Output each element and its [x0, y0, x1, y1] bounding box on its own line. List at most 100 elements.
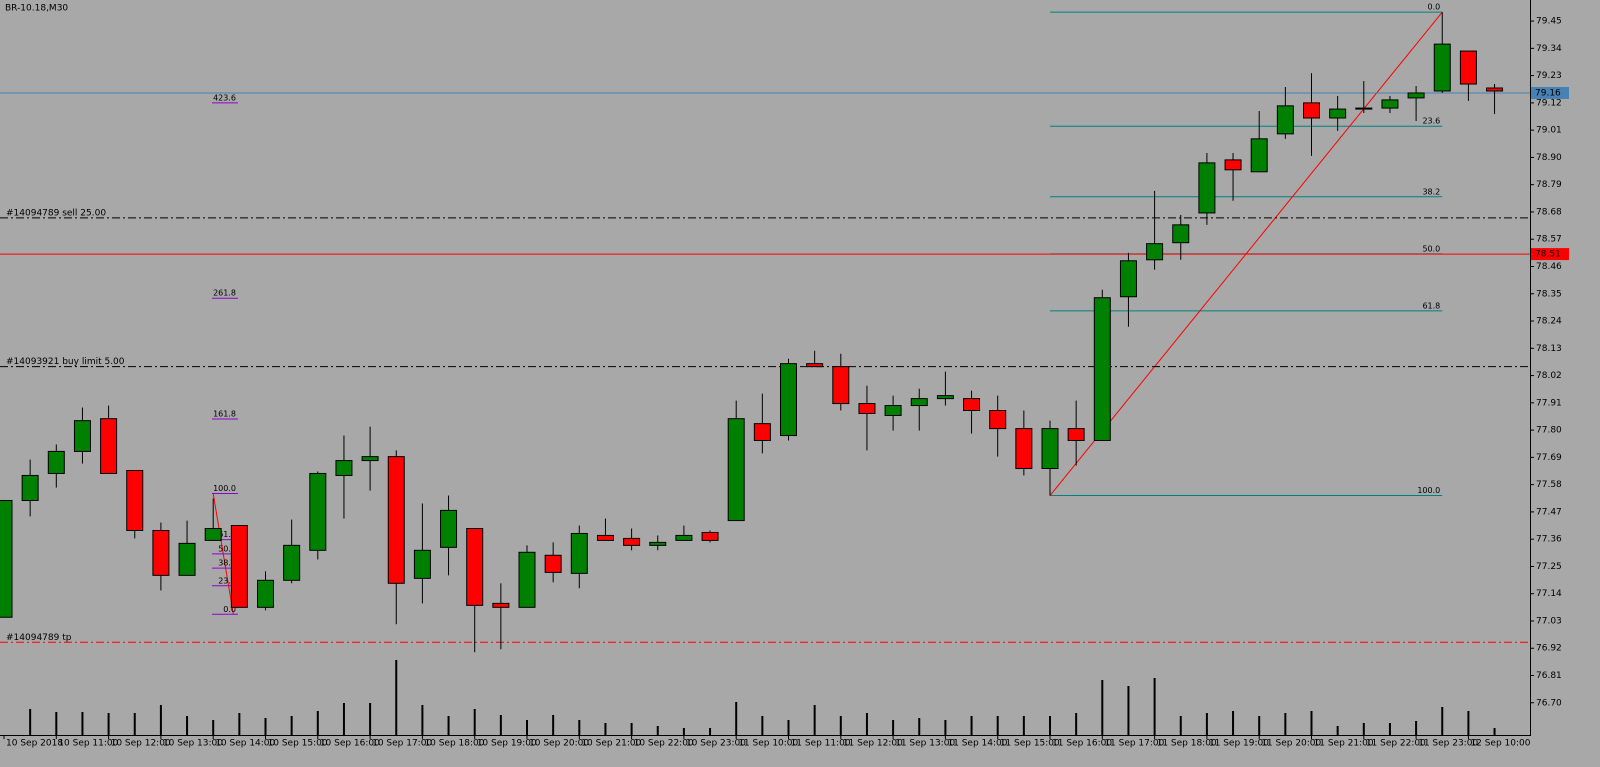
volume-bar [761, 716, 764, 735]
candle-body [936, 395, 954, 400]
y-tick-label: 78.02 [1536, 371, 1562, 381]
candle-body [230, 525, 248, 608]
candle-body [780, 363, 797, 437]
fib-level-label: 100.0 [1417, 486, 1440, 495]
y-tick-label: 78.46 [1536, 262, 1562, 272]
volume-bar [1415, 721, 1418, 735]
candle-body [1407, 92, 1425, 99]
fib-expansion-label: 261.8 [213, 289, 236, 298]
volume-bar [421, 705, 424, 735]
y-tick-label: 77.14 [1536, 589, 1562, 599]
volume-bar [1388, 723, 1391, 735]
price-tag-label: 78.51 [1535, 250, 1561, 260]
fib-level-label: 50.0 [1422, 244, 1440, 253]
y-tick-label: 78.68 [1536, 207, 1562, 217]
candle-body [1146, 243, 1164, 261]
volume-bar [709, 728, 712, 735]
volume-bar [212, 720, 215, 735]
candle-body [492, 602, 510, 608]
y-tick-label: 77.47 [1536, 507, 1562, 517]
x-tick-label: 10 Sep 23:00 [686, 739, 746, 749]
candle-body [126, 469, 144, 531]
fib-expansion-label: 38.2 [218, 559, 236, 568]
fib-expansion-label: 50.0 [218, 544, 236, 553]
candle-body [152, 529, 170, 576]
candle-body [1381, 99, 1399, 109]
volume-bar [1441, 707, 1444, 735]
volume-bar [552, 715, 555, 735]
candle-body [1276, 105, 1294, 135]
candle-body [361, 456, 379, 462]
candle-body [884, 405, 902, 416]
y-tick-label: 79.23 [1536, 71, 1562, 81]
x-tick-label: 11 Sep 13:00 [895, 739, 955, 749]
volume-bar [813, 705, 816, 735]
y-tick-label: 76.92 [1536, 644, 1562, 654]
y-tick-label: 78.79 [1536, 180, 1562, 190]
volume-bar [316, 711, 319, 735]
volume-bar [1467, 711, 1470, 735]
candle-body [1459, 50, 1477, 85]
candle-body [806, 363, 824, 368]
volume-bar [186, 716, 189, 735]
candle-body [1433, 43, 1451, 92]
x-tick-label: 11 Sep 10:00 [738, 739, 798, 749]
candle-body [649, 541, 667, 546]
x-tick-label: 10 Sep 13:00 [163, 739, 223, 749]
y-tick-label: 77.03 [1536, 616, 1562, 626]
candle-body [440, 509, 458, 548]
volume-bar [1179, 716, 1182, 735]
volume-bar [892, 720, 895, 735]
volume-bar [29, 709, 32, 735]
candle-body [257, 579, 274, 608]
candle-body [1041, 428, 1059, 470]
volume-bar [735, 702, 738, 735]
candle-body [596, 534, 614, 541]
volume-bar [290, 716, 293, 735]
order-line-label: #14094789 tp [6, 633, 72, 643]
volume-bar [447, 716, 450, 735]
volume-bar [1493, 728, 1496, 735]
candle-body [727, 418, 745, 522]
candle-body [204, 528, 222, 541]
y-tick-label: 78.57 [1536, 235, 1562, 245]
x-tick-label: 11 Sep 22:00 [1366, 739, 1426, 749]
candle-body [0, 499, 13, 618]
y-tick-label: 79.01 [1536, 126, 1562, 136]
candle-body [466, 528, 484, 606]
volume-bar [473, 709, 476, 735]
volume-bar [682, 728, 685, 735]
candle-body [73, 420, 91, 452]
x-tick-label: 11 Sep 11:00 [791, 739, 851, 749]
candle-body [1198, 162, 1216, 214]
y-tick-label: 77.36 [1536, 535, 1562, 545]
candle-body [1224, 159, 1242, 171]
candle-body [858, 403, 876, 414]
volume-bar [656, 726, 659, 735]
candle-body [701, 531, 719, 541]
y-tick-label: 79.45 [1536, 17, 1562, 27]
volume-bar [159, 705, 162, 735]
fib-expansion-label: 61.8 [218, 530, 236, 539]
volume-bar [578, 720, 581, 735]
candle-body [335, 460, 353, 476]
x-tick-label: 11 Sep 21:00 [1314, 739, 1374, 749]
volume-bar [264, 718, 267, 735]
x-tick-label: 10 Sep 18:00 [424, 739, 484, 749]
x-tick-label: 11 Sep 14:00 [947, 739, 1007, 749]
x-tick-label: 11 Sep 23:00 [1418, 739, 1478, 749]
x-tick-label: 10 Sep 22:00 [634, 739, 694, 749]
fib-level-label: 0.0 [1428, 3, 1441, 12]
candle-body [1067, 428, 1085, 442]
candle-body [413, 549, 431, 579]
volume-bar [1101, 680, 1104, 735]
y-tick-label: 77.91 [1536, 398, 1562, 408]
volume-bar [133, 713, 136, 735]
y-tick-label: 78.24 [1536, 317, 1562, 327]
x-tick-label: 11 Sep 17:00 [1104, 739, 1164, 749]
volume-bar [1153, 678, 1156, 735]
fib-level-label: 23.6 [1422, 117, 1440, 126]
candle-body [283, 544, 301, 581]
candle-body [21, 474, 39, 501]
